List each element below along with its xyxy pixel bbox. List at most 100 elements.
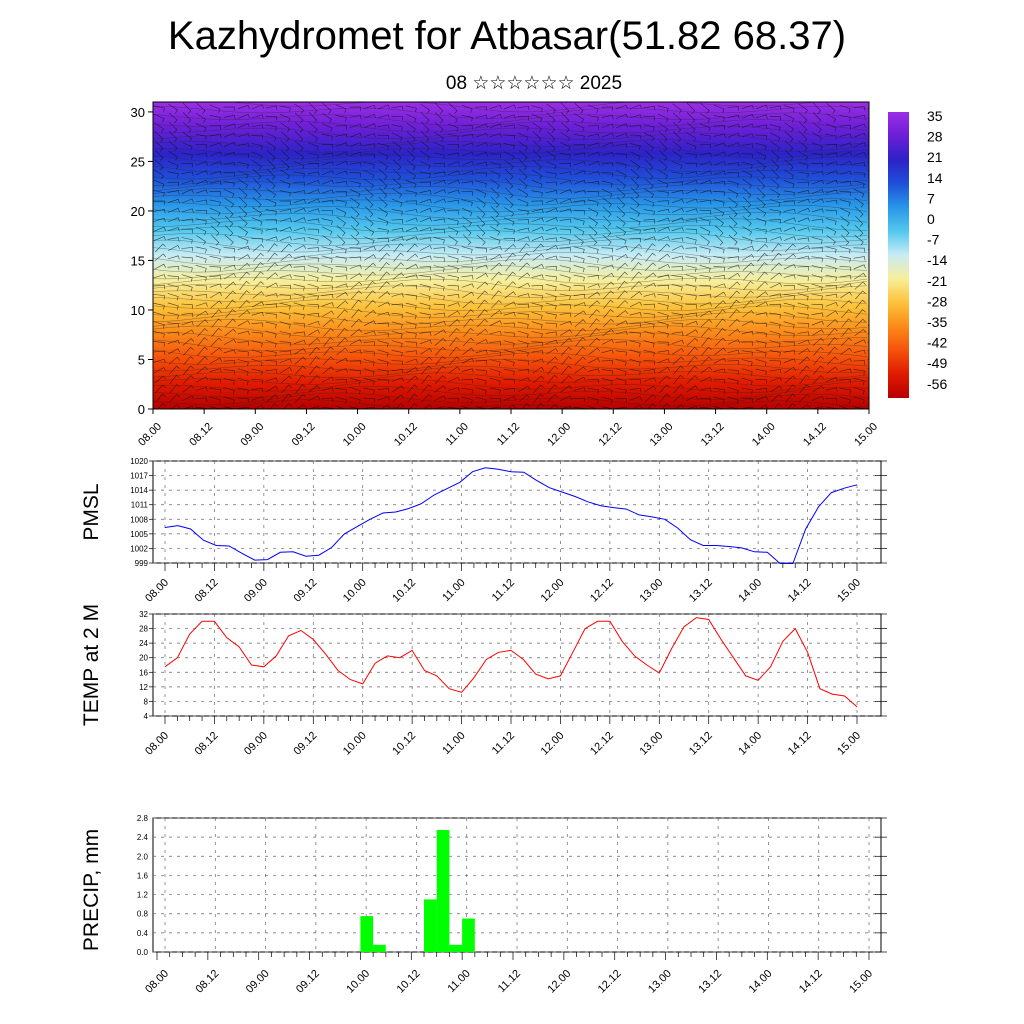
wind-barb [350, 328, 363, 337]
wind-barb [853, 188, 865, 198]
y-tick-label: 1008 [130, 515, 148, 524]
wind-barb [685, 152, 697, 159]
wind-barb [182, 385, 195, 393]
wind-barb [672, 394, 684, 403]
wind-barb [742, 196, 752, 208]
wind-barb [475, 142, 488, 147]
wind-barb [574, 310, 587, 317]
wind-barb [699, 397, 711, 403]
wind-barb [797, 255, 810, 261]
wind-barb [475, 387, 487, 395]
wind-barb [265, 350, 277, 357]
wind-barb [631, 262, 642, 272]
wind-barb [643, 369, 656, 374]
wind-barb [504, 168, 514, 180]
wind-barb [462, 234, 472, 246]
wind-barb [224, 234, 234, 246]
contour-line [153, 146, 868, 160]
wind-barb [559, 320, 572, 326]
time-label: 14.12 [786, 730, 814, 758]
wind-barb [461, 191, 473, 196]
contour-line [153, 365, 868, 380]
wind-barb [223, 247, 235, 253]
wind-barb [517, 209, 529, 216]
time-label: 11.00 [440, 577, 467, 604]
wind-barb [251, 378, 263, 385]
wind-barb [699, 189, 712, 194]
wind-barb [839, 151, 852, 157]
y-tick-label: 25 [131, 154, 145, 169]
wind-barb [728, 234, 738, 246]
wind-barb [784, 131, 794, 143]
wind-barb [349, 349, 362, 354]
wind-barb [587, 191, 599, 196]
wind-barb [379, 262, 390, 272]
wind-barb [560, 375, 573, 384]
wind-barb [826, 319, 839, 328]
wind-barb [181, 303, 193, 309]
wind-barb [811, 274, 823, 282]
wind-barb [391, 116, 403, 121]
wind-barb [629, 359, 641, 367]
wind-barb [321, 264, 333, 273]
wind-barb [209, 207, 221, 217]
wind-barb [364, 299, 376, 309]
y-tick-label: 1002 [130, 544, 148, 553]
wind-barb [279, 302, 291, 310]
wind-barb [405, 200, 417, 205]
wind-barb [601, 114, 614, 120]
wind-barb [756, 168, 766, 180]
wind-barb [616, 216, 626, 227]
wind-barb [545, 237, 558, 242]
wind-barb [755, 331, 767, 338]
wind-barb [350, 272, 362, 280]
wind-barb [713, 170, 726, 176]
wind-barb [797, 161, 809, 170]
wind-barb [195, 387, 208, 392]
wind-barb [279, 294, 291, 300]
wind-barb [391, 330, 403, 339]
wind-barb [813, 346, 824, 356]
wind-barb [293, 207, 306, 213]
wind-barb [713, 161, 726, 166]
wind-barb [797, 275, 809, 281]
wind-barb [181, 198, 194, 204]
wind-barb [867, 108, 869, 110]
wind-barb [546, 103, 556, 114]
wind-barb [783, 113, 795, 123]
wind-barb [701, 328, 712, 337]
wind-barb [629, 301, 642, 308]
wind-barb [279, 350, 292, 355]
wind-barb [293, 322, 305, 328]
wind-barb [630, 281, 643, 290]
wind-barb [335, 170, 348, 175]
wind-barb [279, 113, 291, 123]
wind-barb [475, 349, 488, 354]
wind-barb [643, 312, 655, 319]
wind-barb [727, 349, 740, 355]
wind-barb [616, 310, 629, 318]
wind-barb [783, 226, 796, 232]
wind-barb [629, 312, 642, 317]
wind-barb [672, 103, 682, 114]
wind-barb [349, 369, 361, 375]
wind-barb [783, 105, 795, 113]
wind-barb [644, 188, 655, 199]
wind-barb [839, 142, 852, 147]
wind-barb [461, 199, 473, 207]
wind-barb [615, 350, 627, 357]
wind-barb [349, 256, 362, 261]
wind-barb [825, 226, 837, 236]
time-label: 10.00 [341, 577, 369, 605]
wind-barb [601, 142, 614, 147]
wind-barb [588, 291, 601, 299]
wind-barb [784, 159, 794, 171]
wind-barb [224, 215, 234, 227]
wind-barb [587, 160, 600, 166]
wind-barb [503, 312, 516, 317]
wind-barb [728, 206, 738, 218]
wind-barb [587, 125, 599, 130]
time-label: 10.12 [395, 968, 423, 996]
wind-barb [616, 262, 628, 271]
